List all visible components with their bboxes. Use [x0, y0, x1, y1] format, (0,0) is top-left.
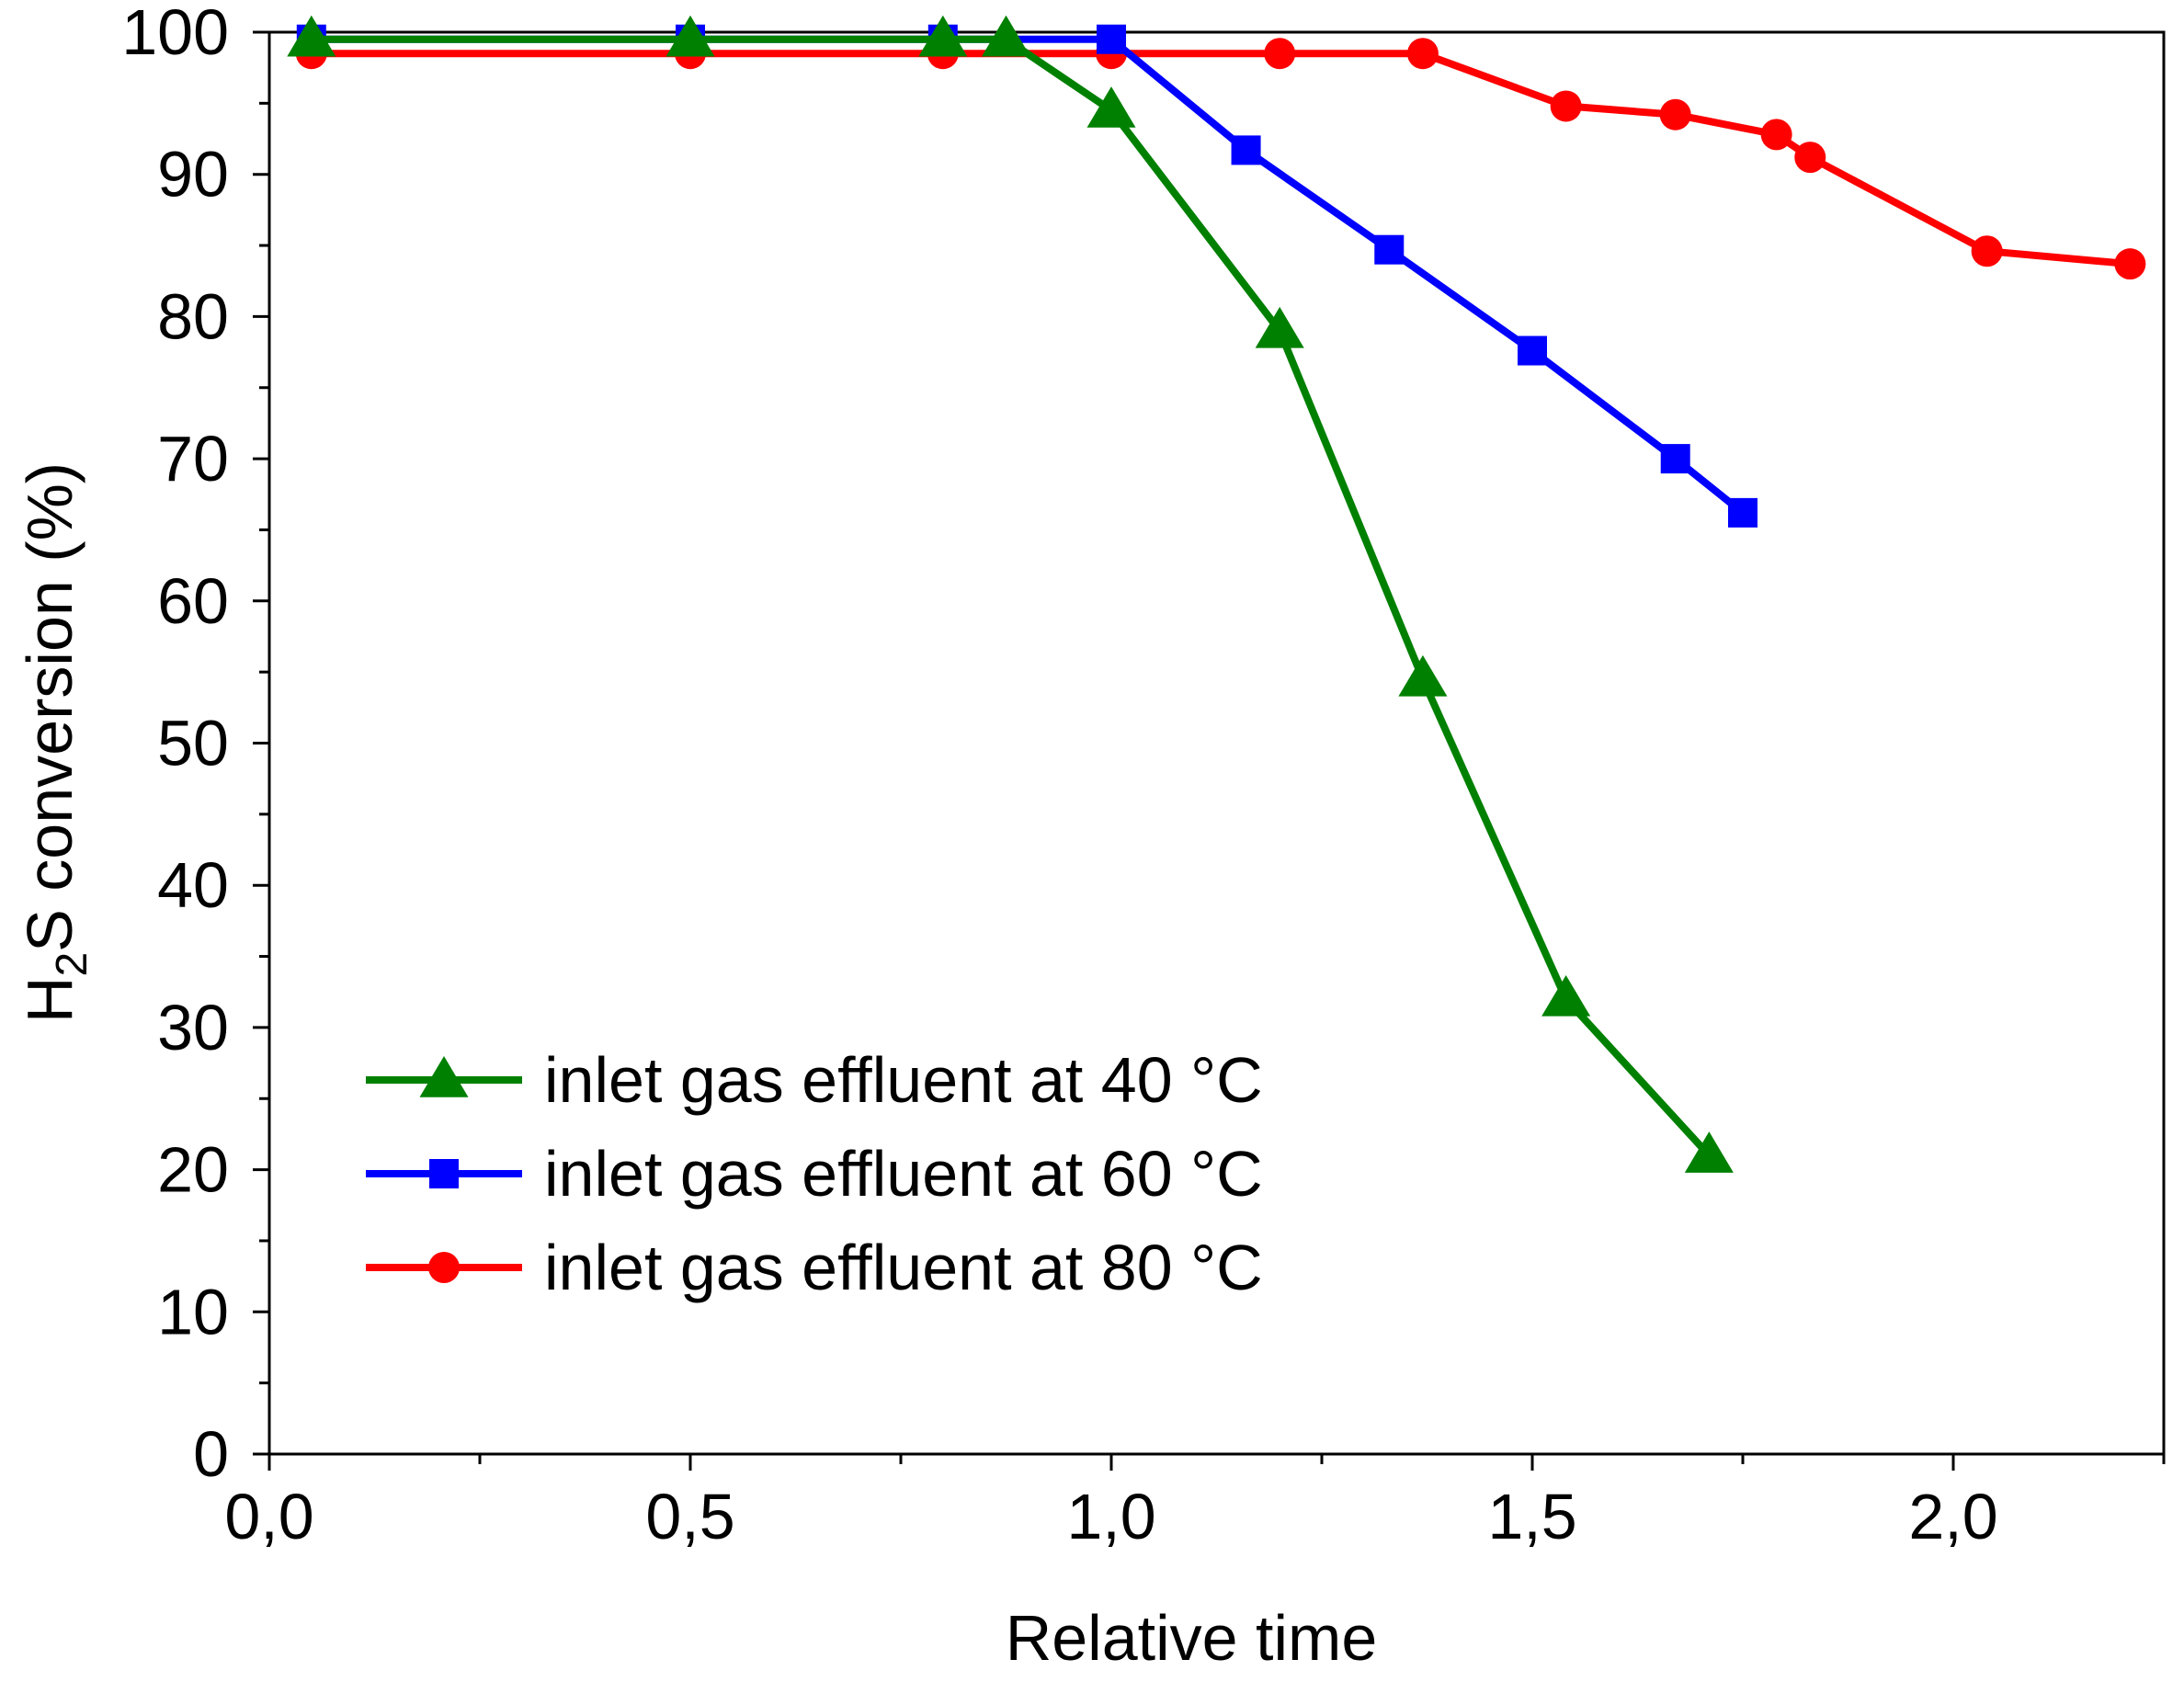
legend-item: inlet gas effluent at 40 °C: [366, 1044, 1263, 1116]
series-triangle: [287, 15, 1734, 1173]
x-axis-title: Relative time: [1006, 1602, 1378, 1674]
data-point: [665, 15, 715, 57]
data-point: [2114, 248, 2146, 280]
legend-label: inlet gas effluent at 60 °C: [544, 1138, 1263, 1210]
y-tick-label: 0: [193, 1418, 229, 1490]
data-point: [1374, 234, 1405, 265]
data-point: [1660, 444, 1690, 474]
y-tick-label: 40: [157, 849, 229, 921]
x-tick-label: 0,5: [645, 1481, 734, 1552]
x-tick-label: 0,0: [224, 1481, 313, 1552]
data-point: [1231, 135, 1261, 165]
legend-item: inlet gas effluent at 60 °C: [366, 1138, 1263, 1210]
y-axis-title-subscript: 2: [48, 952, 97, 977]
data-point: [1406, 38, 1439, 70]
data-point: [918, 15, 968, 57]
data-point: [1760, 119, 1792, 151]
plot-area: [287, 15, 2146, 1173]
legend-label: inlet gas effluent at 80 °C: [544, 1232, 1263, 1303]
series-line: [311, 35, 1712, 1158]
y-tick-label: 70: [157, 423, 229, 494]
series-circle: [295, 38, 2146, 280]
data-point: [1255, 306, 1304, 348]
data-point: [1086, 86, 1136, 128]
data-point: [981, 15, 1031, 57]
legend-marker: [419, 1056, 469, 1097]
x-tick-label: 2,0: [1908, 1481, 1997, 1552]
y-tick-label: 90: [157, 139, 229, 210]
series-line: [311, 35, 1746, 517]
y-tick-label: 50: [157, 708, 229, 779]
y-axis-title-suffix: S conversion (%): [14, 462, 85, 952]
data-point: [1518, 335, 1547, 366]
legend-item: inlet gas effluent at 80 °C: [366, 1232, 1263, 1303]
data-point: [1794, 142, 1826, 174]
data-point: [1684, 1131, 1734, 1173]
data-point: [1264, 38, 1296, 70]
legend-marker: [428, 1252, 460, 1283]
legend: inlet gas effluent at 40 °C inlet gas eff…: [366, 1044, 1263, 1303]
data-point: [1398, 654, 1448, 697]
data-point: [1550, 90, 1582, 122]
y-tick-label: 100: [121, 0, 229, 68]
data-point: [1541, 974, 1591, 1017]
y-axis-title: H2S conversion (%): [14, 462, 97, 1023]
data-point: [287, 15, 336, 57]
legend-marker: [429, 1159, 459, 1188]
y-axis-title-prefix: H: [14, 977, 85, 1024]
y-tick-label: 10: [157, 1276, 229, 1347]
axes: 0,0 0,5 1,0 1,5 2,0 0 10 20 30 40 50 60 70 80 90 100: [121, 0, 2166, 1552]
legend-label: inlet gas effluent at 40 °C: [544, 1044, 1263, 1116]
y-tick-label: 30: [157, 992, 229, 1063]
data-point: [1659, 98, 1691, 131]
data-point: [1728, 497, 1757, 528]
data-point: [1097, 24, 1126, 54]
x-tick-label: 1,0: [1066, 1481, 1155, 1552]
y-tick-label: 60: [157, 565, 229, 637]
x-tick-label: 1,5: [1487, 1481, 1576, 1552]
y-tick-label: 80: [157, 280, 229, 352]
data-point: [1971, 235, 2003, 267]
y-tick-label: 20: [157, 1134, 229, 1206]
series-line: [311, 50, 2131, 268]
series-square: [296, 24, 1757, 528]
